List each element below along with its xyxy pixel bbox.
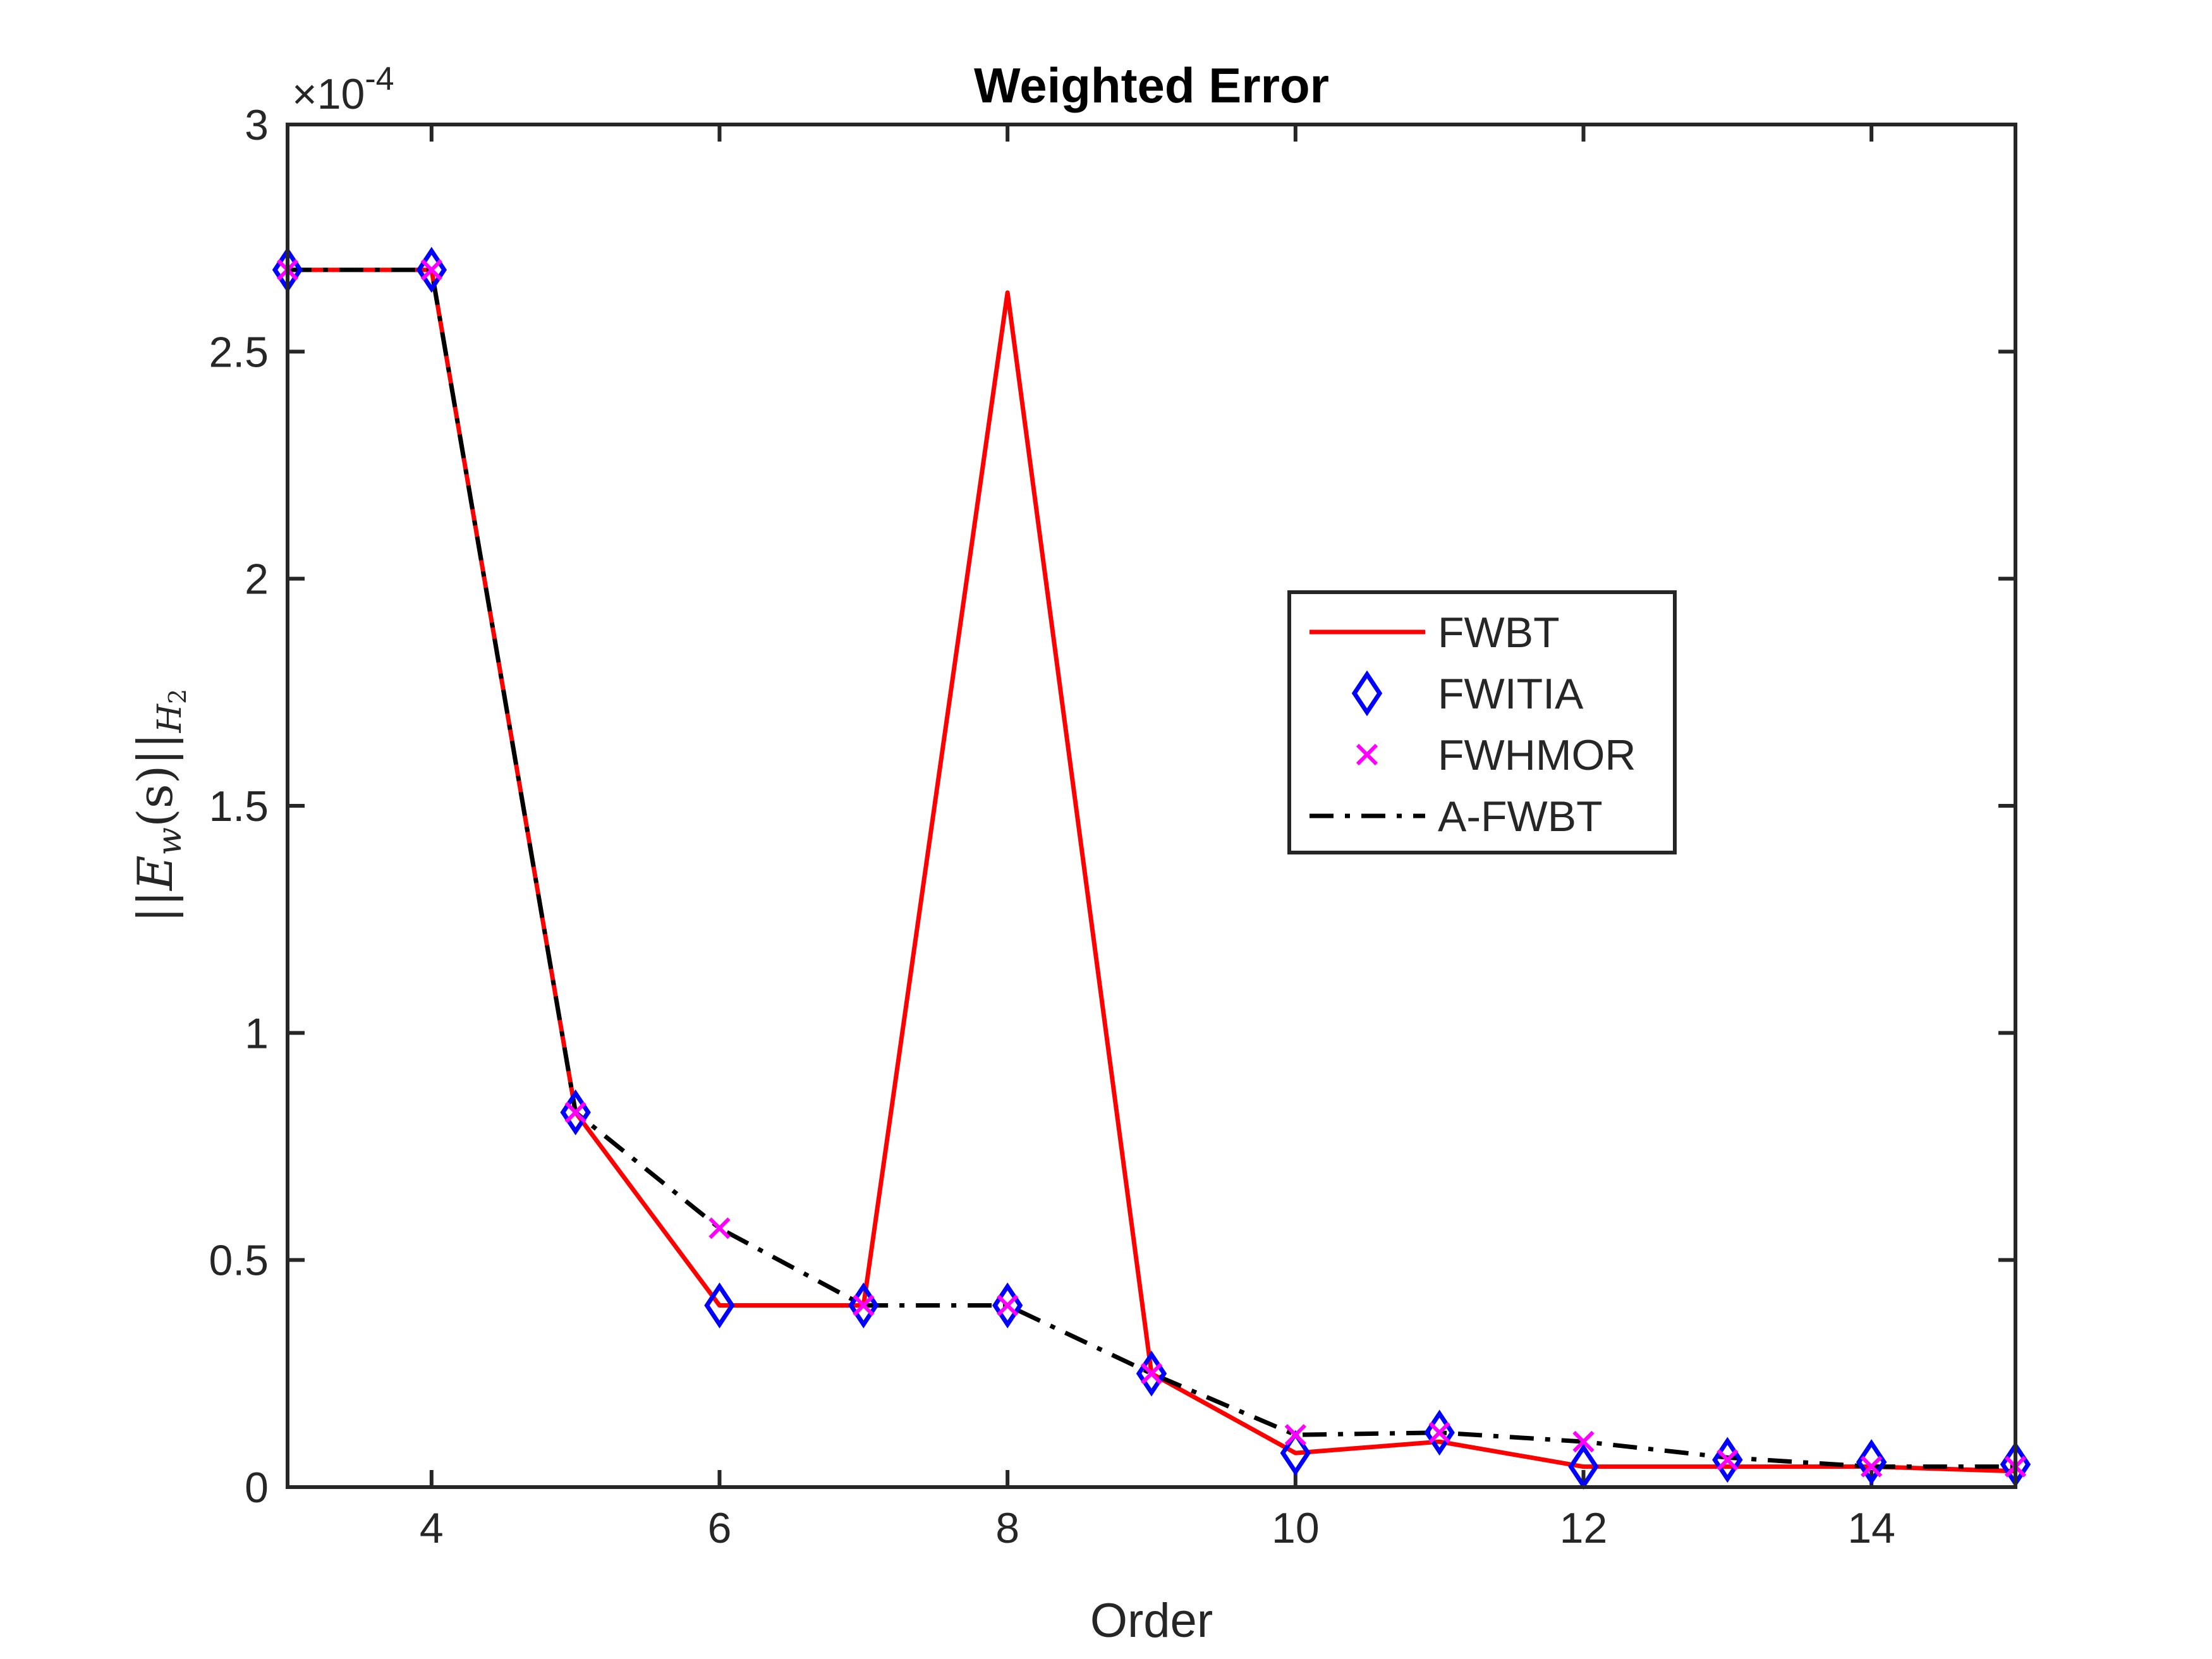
data-point-diamond [704,1282,735,1328]
y-tick-label: 1.5 [209,782,269,830]
legend-entry-fwitia: FWITIA [1351,670,1584,718]
y-label-E: E [127,855,183,891]
legend-diamond-marker [1351,670,1383,717]
data-point-x [708,1217,731,1239]
x-tick-label: 4 [420,1504,444,1552]
y-tick-label: 3 [245,101,269,149]
y-axis-label: ||Ew(s)||H2 [127,689,191,923]
y-tick-label: 1 [245,1009,269,1057]
x-tick-label: 14 [1847,1504,1895,1552]
axis-ticks [288,123,2015,1489]
y-tick-label: 0 [245,1464,269,1512]
y-label-arg: (s) [127,765,183,827]
y-label-sub-w: w [151,827,189,856]
y-tick-label: 2.5 [209,328,269,376]
y-label-bars-left: || [127,890,183,923]
legend-label: FWBT [1438,609,1560,657]
data-point-x [1572,1431,1595,1453]
data-point-diamond [1280,1430,1311,1476]
legend-box [1287,590,1677,854]
data-point-x [1140,1363,1163,1385]
legend-entry-fwbt: FWBT [1310,609,1560,657]
x-tick-label: 10 [1272,1504,1320,1552]
legend-entries: FWBT FWITIA FWHMOR A-FWBT [1310,609,1636,841]
data-point-x [1717,1449,1739,1471]
data-point-x [853,1294,875,1316]
axis-tick-labels: 4 6 8 10 12 14 0 0.5 1 1.5 2 2.5 3 [209,101,1895,1552]
x-tick-label: 6 [708,1504,732,1552]
plot-area [288,125,2015,1487]
data-point-x [997,1294,1019,1316]
axes-box [286,123,2017,1489]
y-label-bars-right: || [127,732,183,765]
legend-entry-fwhmor: FWHMOR [1356,731,1636,779]
data-point-x [1428,1421,1450,1443]
x-tick-label: 8 [995,1504,1019,1552]
series-layer [272,246,2031,1490]
data-point-x [1284,1424,1306,1446]
chart-title: Weighted Error [974,58,1329,113]
data-point-x [420,258,442,281]
legend-entry-a-fwbt: A-FWBT [1310,793,1603,841]
y-tick-label: 2 [245,556,269,604]
legend-label: FWITIA [1438,670,1584,718]
data-point-diamond [1856,1439,1887,1485]
legend-label: FWHMOR [1438,731,1636,779]
data-point-x [564,1101,586,1124]
x-tick-label: 12 [1560,1504,1608,1552]
legend-label: A-FWBT [1438,793,1603,841]
y-exponent-base: ×10 [292,70,365,118]
data-point-x [1861,1455,1883,1478]
x-axis-label: Order [1090,1594,1213,1648]
legend-x-marker [1356,743,1378,766]
y-label-norm-H: H [151,703,189,733]
y-label-norm-sub: 2 [164,689,191,704]
y-exponent-label: ×10-4 [292,61,394,118]
y-exponent-power: -4 [365,61,394,97]
y-tick-label: 0.5 [209,1237,269,1285]
series-fwhmor [276,258,2027,1478]
legend: FWBT FWITIA FWHMOR A-FWBT [1287,590,1677,854]
